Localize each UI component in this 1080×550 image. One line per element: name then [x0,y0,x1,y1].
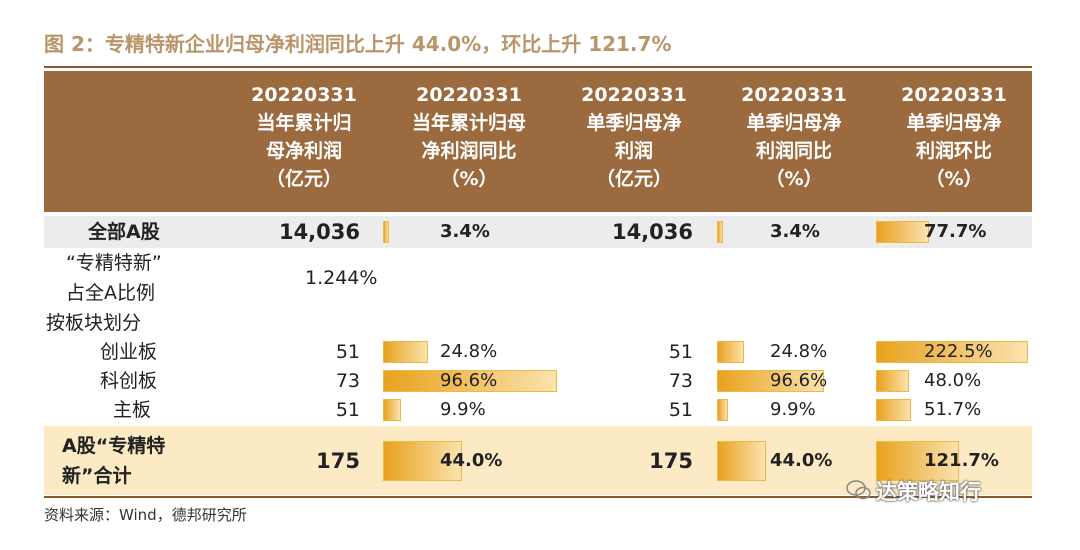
value-cell: 1.244% [305,267,378,289]
row-label: 主板 [113,399,152,421]
pct-label: 3.4% [440,221,490,242]
header-col-3: 20220331 单季归母净 利润 （亿元） [581,84,687,190]
data-bar [383,341,428,363]
data-bar [876,399,912,421]
row-label: “专精特新” [66,252,162,274]
data-bar [383,441,463,481]
pct-label: 24.8% [440,341,498,362]
data-bar [876,441,960,481]
pct-label: 96.6% [440,370,498,391]
value-cell: 51 [668,399,693,421]
bottom-rule [44,496,1032,498]
figure-title: 图 2：专精特新企业归母净利润同比上升 44.0%，环比上升 121.7% [44,32,672,56]
pct-label: 3.4% [770,221,820,242]
value-cell: 73 [668,370,693,392]
value-cell: 51 [335,341,360,363]
data-bar [717,221,723,243]
pct-label: 9.9% [440,399,486,420]
watermark-text: 达策略知行 [876,480,981,504]
header-col-2: 20220331 当年累计归母 净利润同比 （%） [411,84,526,190]
value-cell: 51 [335,399,360,421]
data-bar [717,441,766,481]
pct-label: 48.0% [924,370,982,391]
data-bar [876,221,930,243]
data-bar [717,399,728,421]
data-bar [383,370,557,392]
data-bar [383,221,390,243]
table-header: 20220331 当年累计归 母净利润 （亿元） 20220331 当年累计归母 净利润同… [44,71,1032,212]
value-cell: 73 [335,370,360,392]
value-cell: 51 [668,341,693,363]
pct-label: 96.6% [770,370,828,391]
row-label: 创业板 [100,341,158,363]
value-cell: 175 [649,449,693,473]
row-all-a-background [44,216,1032,248]
source-note: 资料来源：Wind，德邦研究所 [44,506,247,524]
pct-label: 44.0% [440,450,503,471]
pct-label: 44.0% [770,450,833,471]
header-col-1: 20220331 当年累计归 母净利润 （亿元） [251,84,357,190]
row-label: 新”合计 [62,465,132,487]
header-col-5: 20220331 单季归母净 利润环比 （%） [901,84,1007,190]
data-bar [383,399,401,421]
data-bar [717,341,745,363]
pct-label: 222.5% [924,341,993,362]
value-cell: 175 [316,449,360,473]
row-total-background [44,426,1032,495]
value-cell: 14,036 [611,220,693,244]
top-rule [44,66,1032,68]
row-label: 科创板 [100,370,158,392]
pct-label: 9.9% [770,399,816,420]
pct-label: 24.8% [770,341,828,362]
wechat-icon [846,480,871,500]
pct-label: 121.7% [924,450,999,471]
value-cell: 14,036 [278,220,360,244]
data-bar [876,341,1028,363]
data-bar [876,370,909,392]
row-label: 全部A股 [88,221,160,243]
row-label: 按板块划分 [46,312,142,334]
pct-label: 51.7% [924,399,982,420]
row-label: A股“专精特 [62,435,166,457]
data-bar [717,370,824,392]
pct-label: 77.7% [924,221,987,242]
row-label: 占全A比例 [66,282,155,304]
header-col-4: 20220331 单季归母净 利润同比 （%） [741,84,847,190]
